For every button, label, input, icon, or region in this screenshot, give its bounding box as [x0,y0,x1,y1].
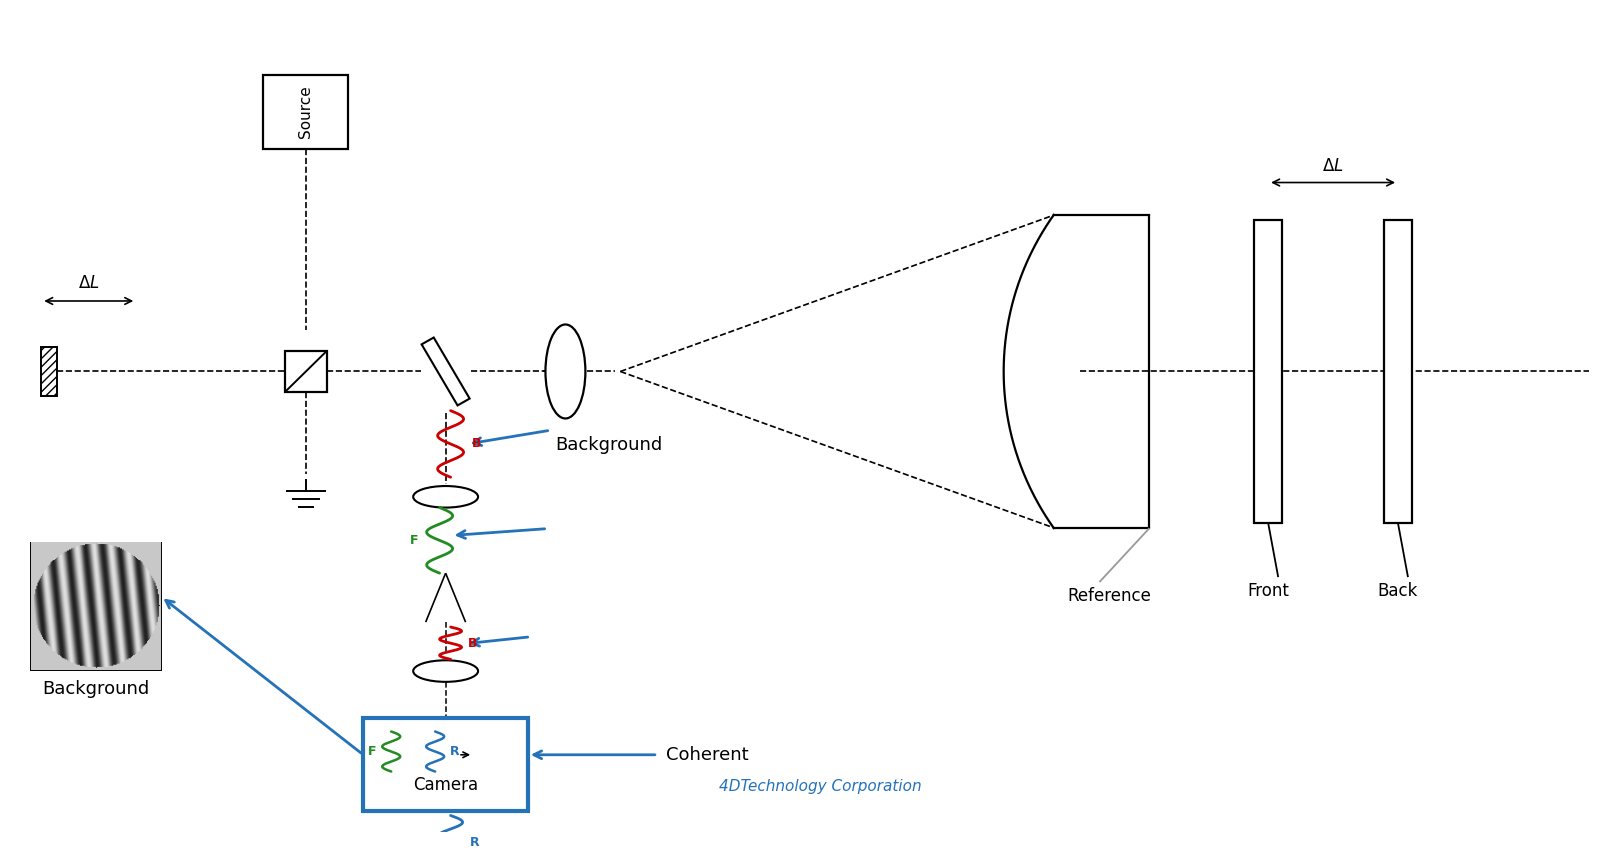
Bar [41,347,57,396]
Bar [263,75,347,148]
Bar [284,351,326,392]
Text: Camera: Camera [412,776,477,794]
Text: Coherent: Coherent [665,745,748,764]
Text: B: B [471,438,480,450]
Bar [1253,220,1282,523]
Text: F: F [411,534,419,547]
Text: Background: Background [42,680,149,698]
Bar [1383,220,1410,523]
Ellipse shape [412,486,477,508]
Text: Background: Background [555,436,662,454]
Text: Source: Source [299,86,313,138]
Text: B: B [467,637,477,650]
Text: R: R [469,836,479,848]
Ellipse shape [545,325,584,418]
Text: R: R [450,745,459,758]
Text: Back: Back [1376,582,1417,600]
Polygon shape [422,338,469,405]
Text: $\Delta L$: $\Delta L$ [78,274,99,293]
Bar [31,543,161,670]
Text: F: F [368,745,377,758]
Bar [364,717,527,811]
Text: $\Delta L$: $\Delta L$ [1321,157,1344,175]
Text: Reference: Reference [1066,587,1151,605]
Text: Front: Front [1246,582,1289,600]
Text: 4DTechnology Corporation: 4DTechnology Corporation [719,779,920,795]
Ellipse shape [412,661,477,682]
